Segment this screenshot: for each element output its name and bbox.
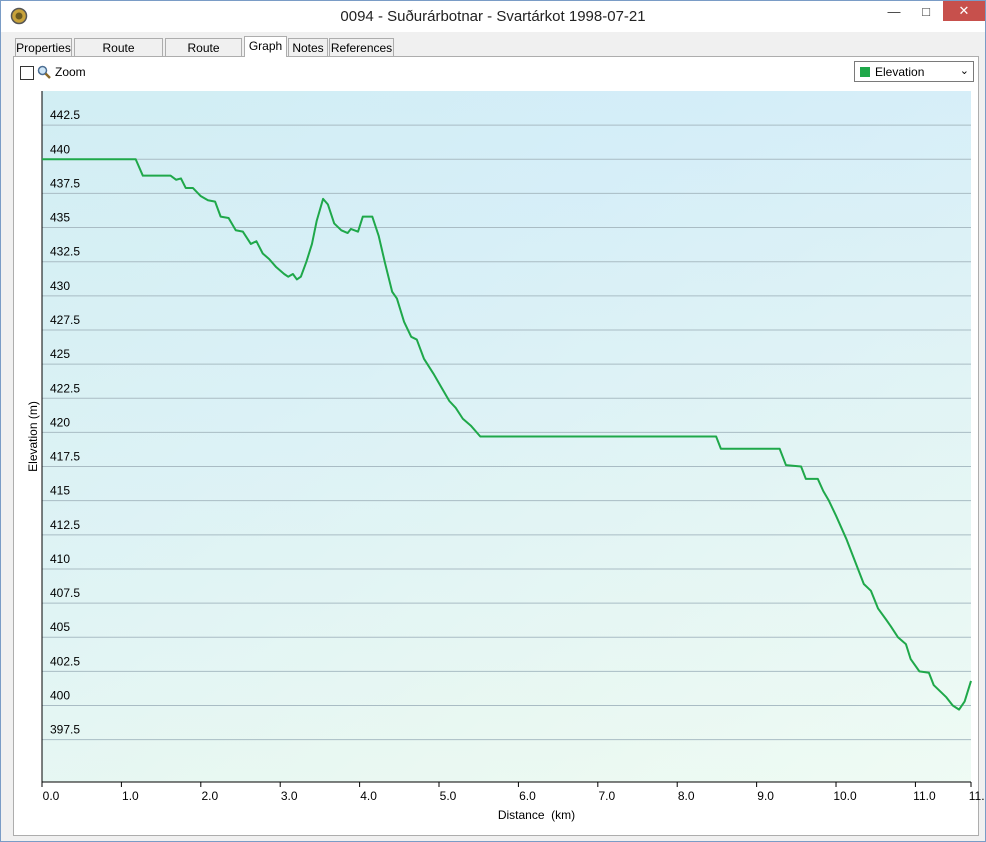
dropdown-label: Elevation (875, 65, 925, 79)
x-axis-label: Distance (km) (498, 808, 575, 822)
y-tick-label: 407.5 (50, 586, 80, 600)
y-tick-label: 420 (50, 415, 70, 429)
x-tick-label: 3.0 (281, 789, 298, 803)
close-button[interactable]: ✕ (943, 1, 985, 21)
x-tick-label: 11.7 (969, 789, 985, 803)
zoom-checkbox[interactable] (20, 66, 34, 80)
y-tick-label: 432.5 (50, 245, 80, 259)
y-tick-label: 430 (50, 279, 70, 293)
x-tick-label: 5.0 (440, 789, 457, 803)
tab[interactable]: Graph (244, 36, 287, 57)
y-tick-label: 412.5 (50, 518, 80, 532)
tab[interactable]: References (329, 38, 394, 56)
zoom-label: Zoom (55, 65, 86, 79)
elevation-line (42, 158, 972, 711)
zoom-icon (37, 65, 51, 79)
y-tick-label: 410 (50, 552, 70, 566)
x-tick-label: 6.0 (519, 789, 536, 803)
x-tick-label: 10.0 (833, 789, 857, 803)
y-tick-label: 427.5 (50, 313, 80, 327)
x-tick-label: 8.0 (678, 789, 695, 803)
minimize-button[interactable]: — (887, 4, 901, 19)
title-bar: 0094 - Suðurárbotnar - Svartárkot 1998-0… (1, 1, 985, 32)
y-tick-label: 405 (50, 620, 70, 634)
y-tick-label: 425 (50, 347, 70, 361)
y-tick-label: 402.5 (50, 654, 80, 668)
x-tick-label: 11.0 (913, 789, 936, 803)
x-tick-label: 0.0 (43, 789, 60, 803)
x-tick-label: 4.0 (360, 789, 377, 803)
y-axis-label: Elevation (m) (26, 401, 40, 472)
series-swatch (860, 67, 870, 77)
dropdown-arrow: ⌄ (959, 65, 969, 77)
x-tick-label: 7.0 (598, 789, 615, 803)
y-tick-label: 422.5 (50, 381, 80, 395)
x-tick-label: 1.0 (122, 789, 139, 803)
tab[interactable]: Properties (15, 38, 72, 56)
app-icon (10, 7, 28, 25)
y-tick-label: 442.5 (50, 108, 80, 122)
y-tick-label: 435 (50, 211, 70, 225)
y-tick-label: 417.5 (50, 450, 80, 464)
y-tick-label: 440 (50, 142, 70, 156)
y-tick-label: 400 (50, 689, 70, 703)
y-tick-label: 397.5 (50, 723, 80, 737)
series-dropdown[interactable]: Elevation ⌄ (854, 61, 974, 82)
y-tick-label: 415 (50, 484, 70, 498)
x-tick-label: 2.0 (201, 789, 218, 803)
maximize-button[interactable]: □ (922, 4, 930, 19)
x-tick-label: 9.0 (757, 789, 774, 803)
window-title: 0094 - Suðurárbotnar - Svartárkot 1998-0… (340, 8, 646, 25)
tab[interactable]: Notes (288, 38, 328, 56)
y-tick-label: 437.5 (50, 176, 80, 190)
